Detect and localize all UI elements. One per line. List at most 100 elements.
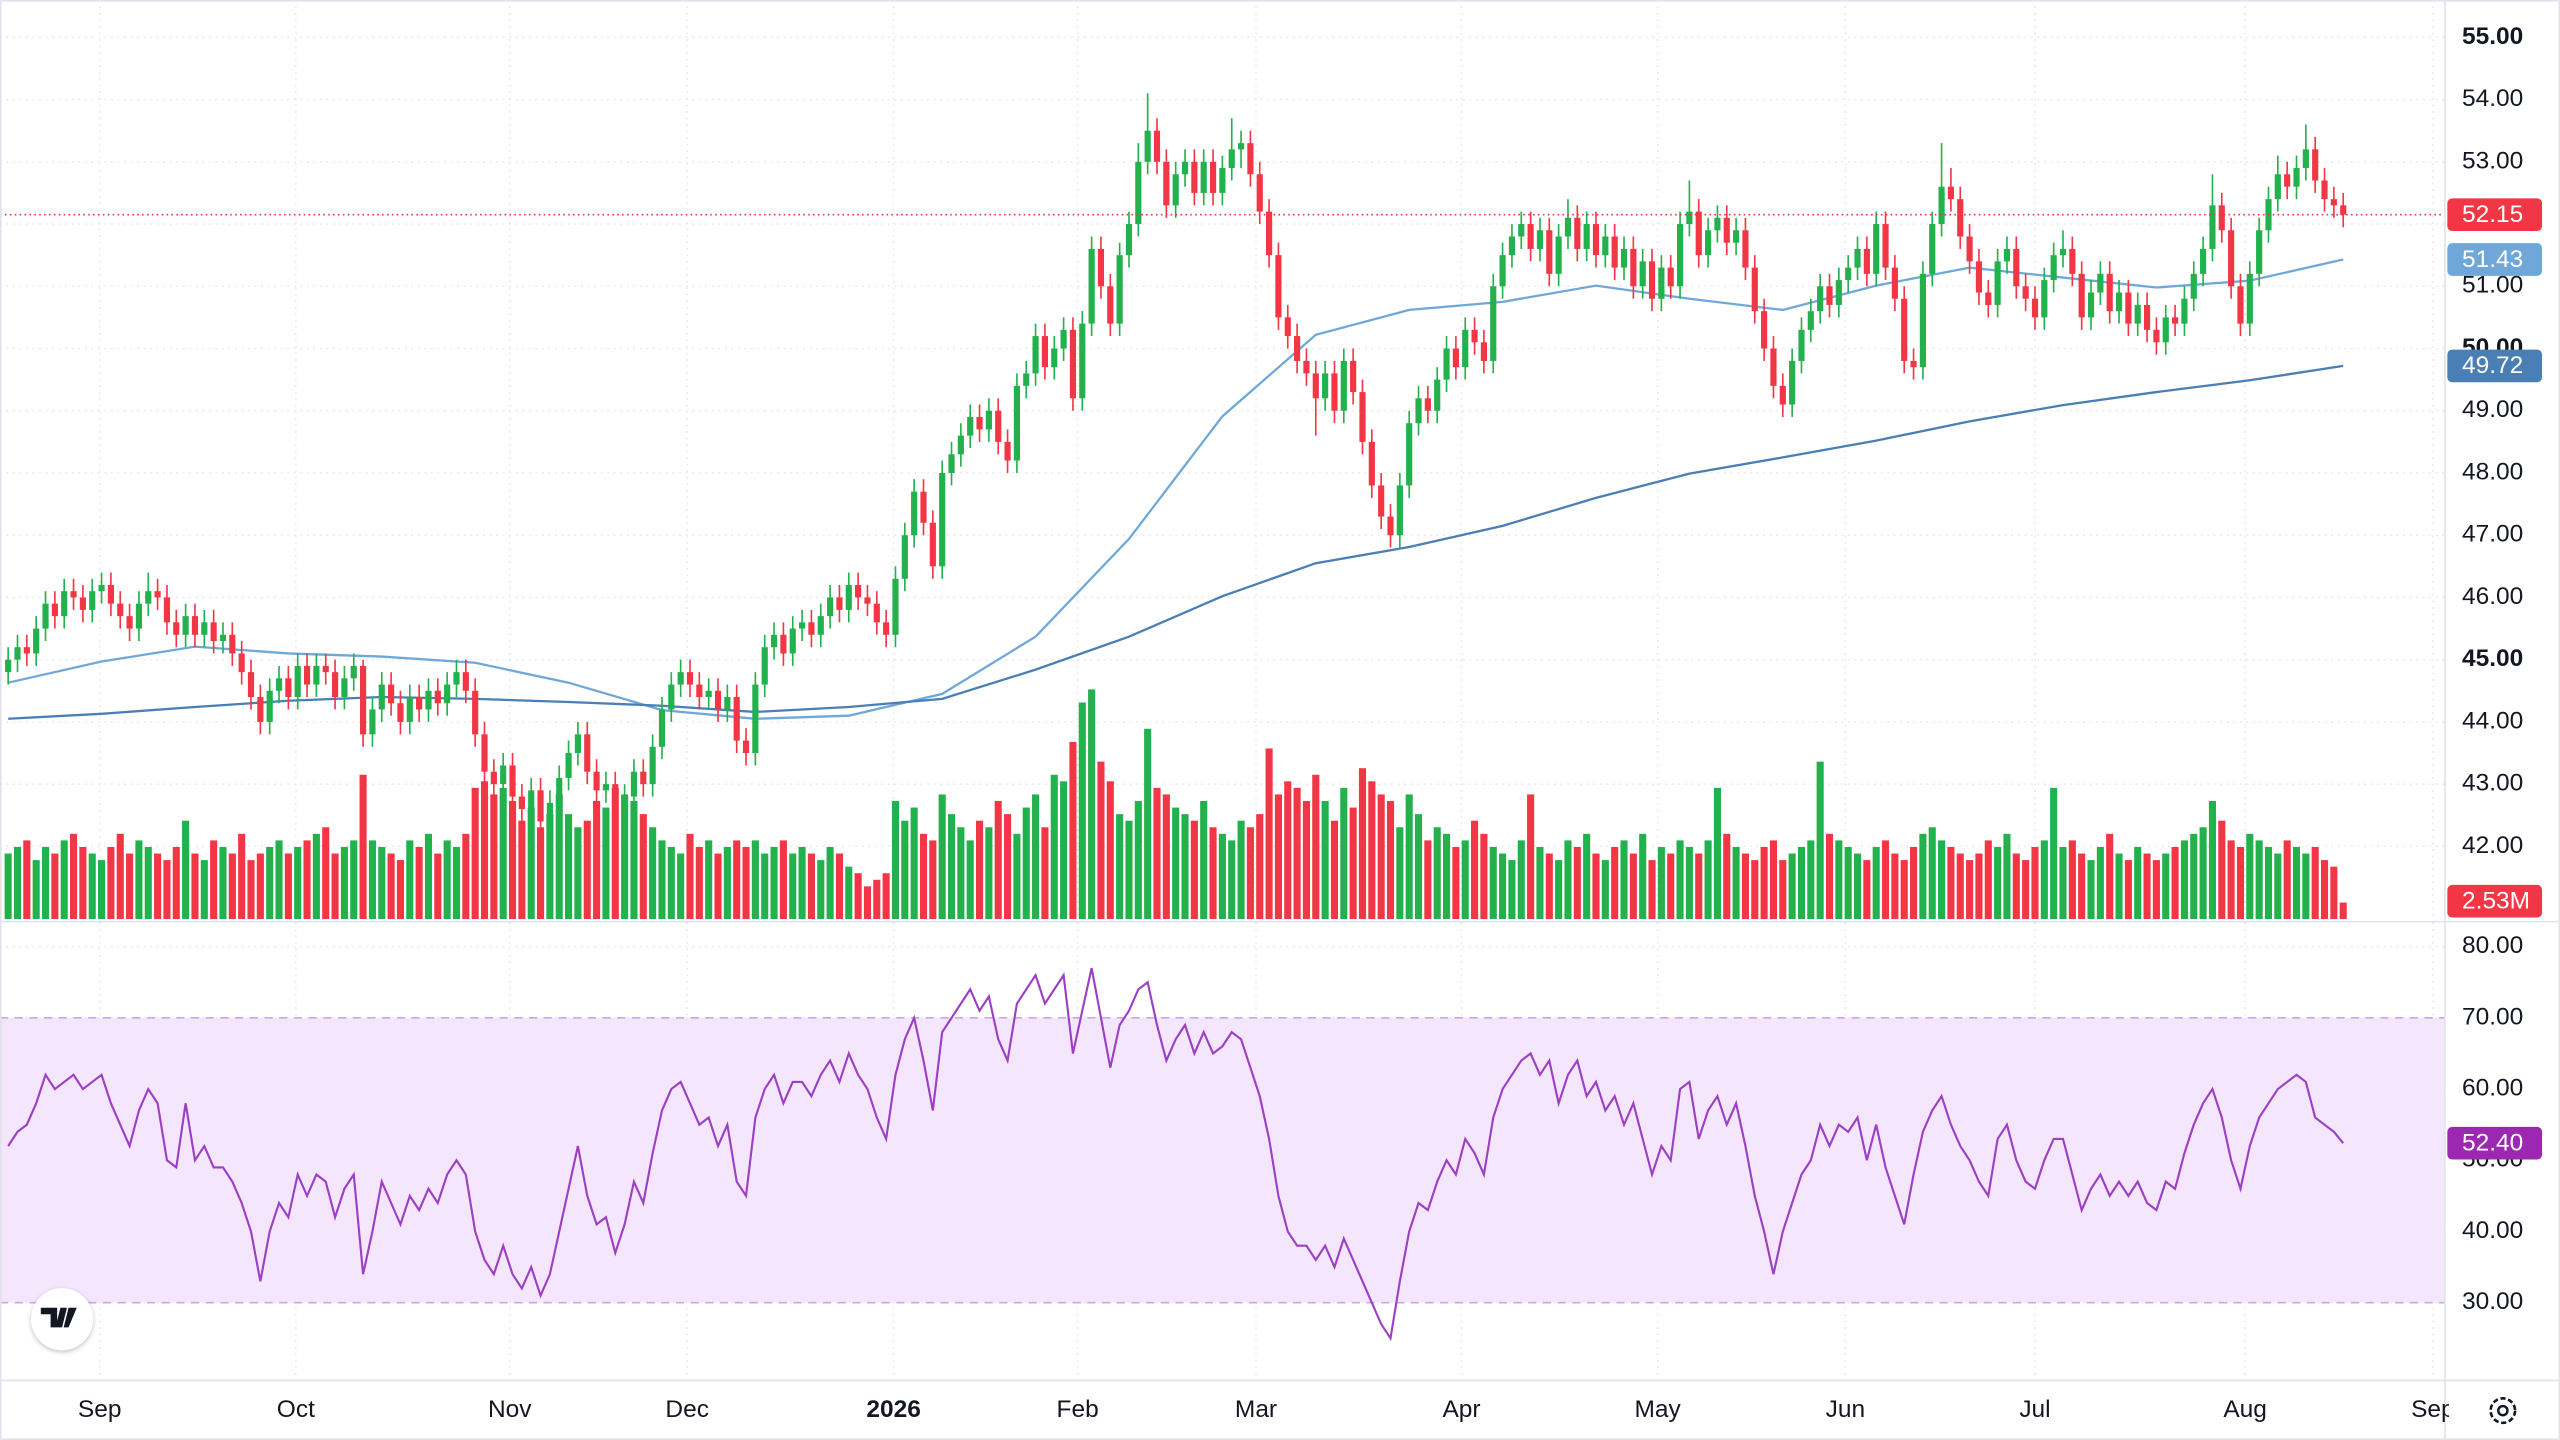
volume-bar <box>1863 860 1871 920</box>
candle-body <box>1406 423 1413 486</box>
volume-bar <box>1751 860 1759 920</box>
candle-body <box>1994 261 2001 305</box>
x-tick-label: Nov <box>488 1396 532 1423</box>
volume-bar <box>611 787 619 920</box>
candle-body <box>686 672 694 685</box>
volume-bar <box>649 827 657 920</box>
candle-body <box>369 709 376 735</box>
volume-bar <box>1116 814 1124 920</box>
candle-body <box>1499 255 1506 287</box>
volume-bar <box>723 846 731 920</box>
candle-body <box>1891 267 1898 299</box>
volume-bar <box>1900 860 1908 920</box>
candle-body <box>5 659 12 673</box>
volume-bar <box>1405 794 1413 920</box>
volume-bars <box>4 689 2347 920</box>
candle-body <box>2190 273 2197 299</box>
x-tick-label: Jul <box>2019 1396 2050 1423</box>
candle-body <box>472 690 479 735</box>
volume-bar <box>238 833 246 920</box>
candle-body <box>1209 161 1217 193</box>
volume-bar <box>2003 833 2011 920</box>
volume-bar <box>116 833 124 920</box>
volume-bar <box>938 794 946 920</box>
rsi-label-box <box>2447 1126 2543 1160</box>
gear-outline[interactable] <box>2489 1397 2517 1425</box>
volume-bar <box>891 801 900 920</box>
volume-bar <box>1097 761 1105 920</box>
volume-bar <box>13 846 22 920</box>
candle-body <box>985 410 992 430</box>
volume-bar <box>2330 866 2338 920</box>
volume-bar <box>1302 801 1310 920</box>
logo-glyph[interactable] <box>40 1307 77 1328</box>
gear-center[interactable] <box>2497 1404 2509 1417</box>
candle-body <box>1817 286 1824 312</box>
y-tick-label: 53.00 <box>2462 147 2523 174</box>
volume-bar <box>1938 840 1946 920</box>
volume-bar <box>1209 827 1217 920</box>
candle-body <box>1088 248 1095 324</box>
volume-bar <box>1013 833 1021 920</box>
volume-bar <box>2236 846 2245 920</box>
x-tick-label: May <box>1635 1396 1682 1423</box>
volume-bar <box>705 840 713 920</box>
volume-bar <box>826 846 834 920</box>
volume-bar <box>331 853 339 920</box>
volume-bar <box>303 840 311 920</box>
candle-body <box>1742 230 1749 268</box>
volume-bar <box>79 846 87 920</box>
candle-body <box>191 616 199 635</box>
volume-bar <box>667 846 675 920</box>
moving-average-line <box>7 258 2344 720</box>
volume-bar <box>1956 853 1964 920</box>
volume-bar <box>901 820 909 920</box>
x-tick-label: Mar <box>1235 1396 1277 1423</box>
candle-body <box>677 672 684 685</box>
time-axis: Sep Oct Nov Dec 2026 Feb Mar Apr May Jun Jul Aug Sep <box>78 1396 2449 1423</box>
volume-bar <box>1461 840 1469 920</box>
volume-bar <box>322 827 330 920</box>
last-price-label: 52.15 <box>2462 201 2523 228</box>
volume-bar <box>546 814 554 920</box>
candle-body <box>360 665 367 735</box>
candle-body <box>275 678 283 691</box>
candle-body <box>1378 485 1385 517</box>
y-tick-label: 49.00 <box>2462 396 2523 423</box>
candle-body <box>668 684 675 710</box>
volume-bar <box>23 840 31 920</box>
volume-bar <box>219 846 227 920</box>
candle-body <box>1471 329 1478 343</box>
candle-body <box>79 597 86 610</box>
candle-body <box>313 665 320 685</box>
volume-bar <box>537 827 545 920</box>
volume-bar <box>1583 833 1591 920</box>
candle-body <box>1985 292 1992 305</box>
candle-body <box>976 416 983 430</box>
candle-body <box>2218 205 2225 231</box>
x-tick-label: Oct <box>277 1396 315 1423</box>
candle-body <box>406 697 413 722</box>
volume-bar <box>1218 833 1226 920</box>
volume-bar <box>863 886 872 920</box>
candle-body <box>1266 211 1273 256</box>
volume-bar <box>378 846 386 920</box>
volume-bar <box>1088 689 1096 920</box>
volume-bar <box>2124 860 2132 920</box>
rsi-tick-label: 80.00 <box>2462 932 2523 959</box>
volume-bar <box>2339 902 2347 920</box>
candle-body <box>2087 292 2095 318</box>
candle-body <box>1807 311 1814 330</box>
volume-bar <box>695 846 703 920</box>
logo[interactable] <box>31 1288 94 1351</box>
candle-body <box>2340 205 2347 215</box>
volume-bar <box>1975 853 1983 920</box>
candle-body <box>1191 161 1198 193</box>
settings-button[interactable] <box>2489 1397 2517 1425</box>
volume-bar <box>462 833 470 920</box>
candle-body <box>444 684 451 704</box>
volume-bar <box>2180 840 2188 920</box>
candle-body <box>565 753 572 778</box>
y-tick-label: 48.00 <box>2462 458 2523 485</box>
volume-bar <box>294 846 302 920</box>
